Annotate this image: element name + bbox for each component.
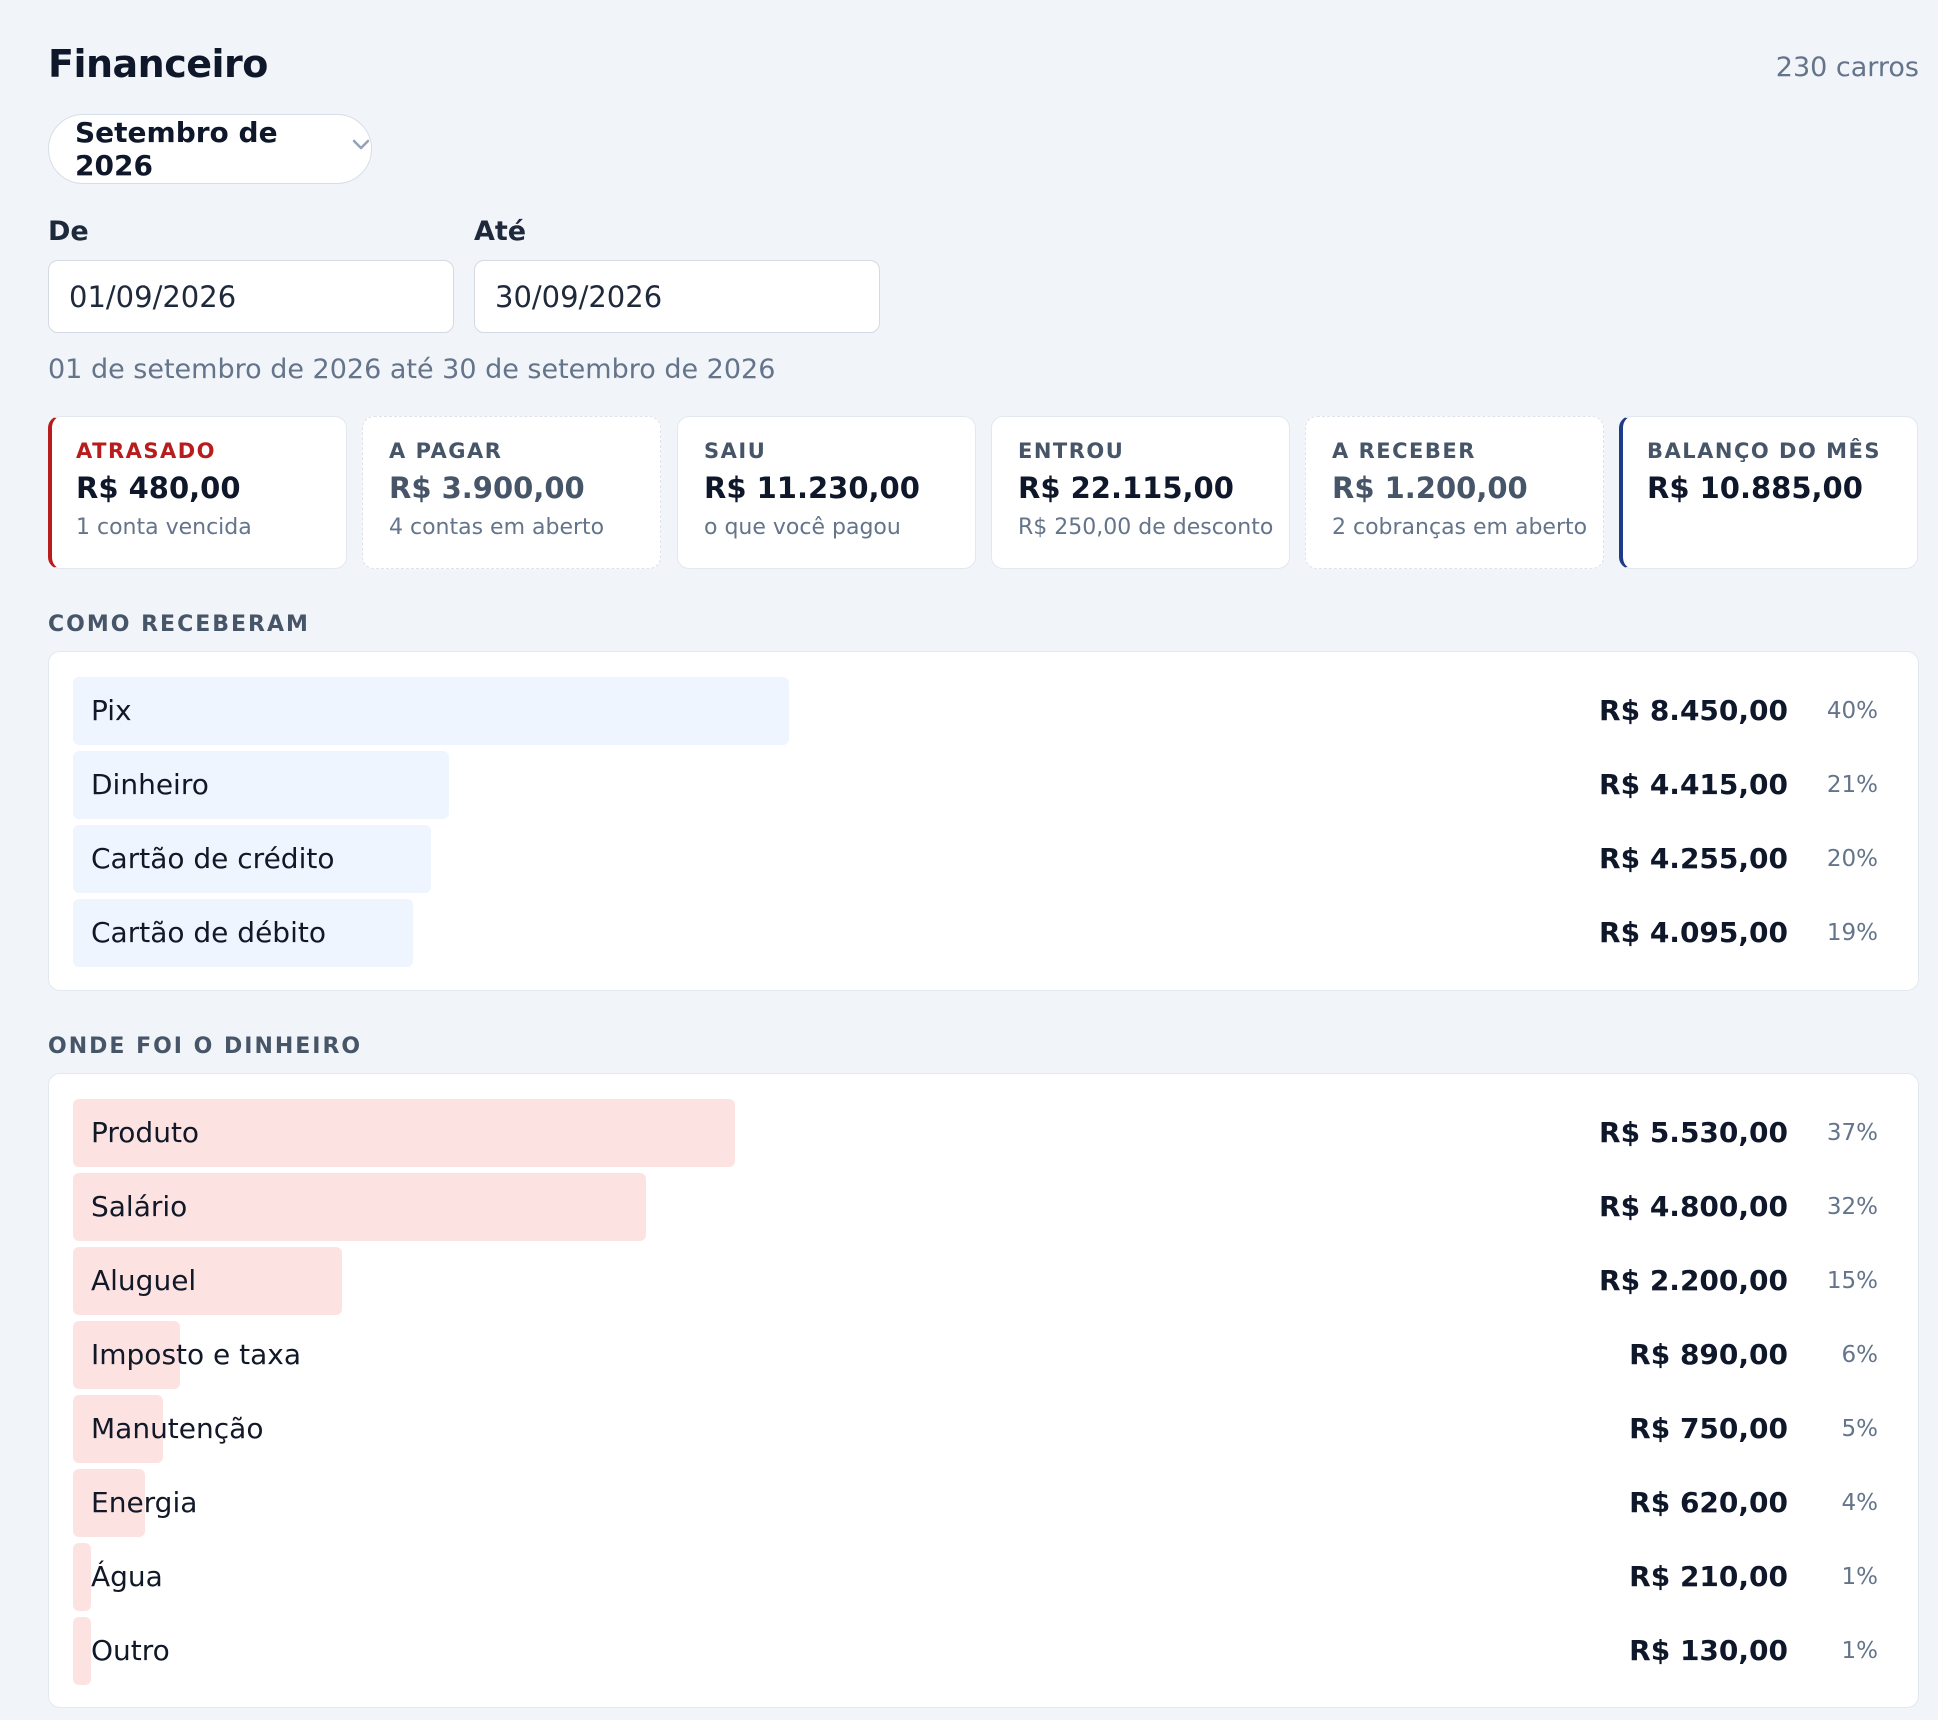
- card-subtitle: 2 cobranças em aberto: [1332, 515, 1588, 540]
- card-label: ATRASADO: [76, 439, 217, 463]
- card-subtitle: o que você pagou: [704, 515, 901, 540]
- card-label: A PAGAR: [389, 439, 503, 463]
- row-amount: R$ 4.415,00: [1599, 768, 1788, 801]
- card-value: R$ 22.115,00: [1018, 471, 1234, 505]
- row-label: Pix: [91, 694, 132, 727]
- card-label: SAIU: [704, 439, 767, 463]
- row-label: Outro: [91, 1634, 170, 1667]
- share-bar: [73, 1543, 91, 1611]
- breakdown-row[interactable]: Manutenção R$ 750,00 5%: [49, 1395, 1918, 1469]
- row-percent: 15%: [1826, 1268, 1878, 1294]
- card-value: R$ 3.900,00: [389, 471, 585, 505]
- share-bar: [73, 825, 431, 893]
- share-bar: [73, 1247, 342, 1315]
- share-bar: [73, 1395, 163, 1463]
- share-bar: [73, 1321, 180, 1389]
- income-breakdown-panel: Pix R$ 8.450,00 40% Dinheiro R$ 4.415,00 21% C…: [48, 651, 1919, 991]
- from-date-input[interactable]: [48, 260, 454, 333]
- row-amount: R$ 4.255,00: [1599, 842, 1788, 875]
- card-label: BALANÇO DO MÊS: [1647, 439, 1882, 463]
- breakdown-row[interactable]: Outro R$ 130,00 1%: [49, 1617, 1918, 1691]
- to-date-input[interactable]: [474, 260, 880, 333]
- card-value: R$ 11.230,00: [704, 471, 920, 505]
- row-label: Cartão de débito: [91, 916, 326, 949]
- row-percent: 21%: [1826, 772, 1878, 798]
- card-value: R$ 10.885,00: [1647, 471, 1863, 505]
- month-selector-label: Setembro de 2026: [75, 116, 278, 182]
- row-percent: 1%: [1841, 1638, 1879, 1664]
- breakdown-row[interactable]: Água R$ 210,00 1%: [49, 1543, 1918, 1617]
- row-label: Imposto e taxa: [91, 1338, 302, 1371]
- card-receivable[interactable]: A RECEBER R$ 1.200,00 2 cobranças em abe…: [1305, 416, 1604, 569]
- card-label: A RECEBER: [1332, 439, 1476, 463]
- row-percent: 4%: [1841, 1490, 1879, 1516]
- row-amount: R$ 620,00: [1629, 1486, 1788, 1519]
- row-percent: 37%: [1826, 1120, 1878, 1146]
- share-bar: [73, 751, 449, 819]
- breakdown-row[interactable]: Energia R$ 620,00 4%: [49, 1469, 1918, 1543]
- card-payable[interactable]: A PAGAR R$ 3.900,00 4 contas em aberto: [362, 416, 661, 569]
- to-label: Até: [474, 216, 527, 247]
- expenses-breakdown-panel: Produto R$ 5.530,00 37% Salário R$ 4.800,00 3…: [48, 1073, 1919, 1708]
- row-percent: 32%: [1826, 1194, 1878, 1220]
- share-bar: [73, 1617, 91, 1685]
- breakdown-row[interactable]: Pix R$ 8.450,00 40%: [49, 677, 1918, 751]
- breakdown-row[interactable]: Aluguel R$ 2.200,00 15%: [49, 1247, 1918, 1321]
- share-bar: [73, 899, 413, 967]
- breakdown-row[interactable]: Cartão de débito R$ 4.095,00 19%: [49, 899, 1918, 973]
- breakdown-row[interactable]: Salário R$ 4.800,00 32%: [49, 1173, 1918, 1247]
- card-subtitle: R$ 250,00 de desconto: [1018, 515, 1274, 540]
- page-title: Financeiro: [48, 42, 268, 86]
- card-month-balance[interactable]: BALANÇO DO MÊS R$ 10.885,00: [1619, 416, 1918, 569]
- card-overdue[interactable]: ATRASADO R$ 480,00 1 conta vencida: [48, 416, 347, 569]
- row-amount: R$ 8.450,00: [1599, 694, 1788, 727]
- row-amount: R$ 210,00: [1629, 1560, 1788, 1593]
- chevron-down-icon: [351, 126, 371, 159]
- share-bar: [73, 677, 789, 745]
- share-bar: [73, 1099, 735, 1167]
- from-label: De: [48, 216, 89, 247]
- row-percent: 40%: [1826, 698, 1878, 724]
- row-amount: R$ 4.095,00: [1599, 916, 1788, 949]
- row-label: Energia: [91, 1486, 198, 1519]
- breakdown-row[interactable]: Imposto e taxa R$ 890,00 6%: [49, 1321, 1918, 1395]
- row-percent: 1%: [1841, 1564, 1879, 1590]
- row-label: Salário: [91, 1190, 188, 1223]
- breakdown-row[interactable]: Dinheiro R$ 4.415,00 21%: [49, 751, 1918, 825]
- card-subtitle: 1 conta vencida: [76, 515, 252, 540]
- row-amount: R$ 5.530,00: [1599, 1116, 1788, 1149]
- breakdown-row[interactable]: Cartão de crédito R$ 4.255,00 20%: [49, 825, 1918, 899]
- row-amount: R$ 130,00: [1629, 1634, 1788, 1667]
- card-paid-out[interactable]: SAIU R$ 11.230,00 o que você pagou: [677, 416, 976, 569]
- card-value: R$ 1.200,00: [1332, 471, 1528, 505]
- date-range-text: 01 de setembro de 2026 até 30 de setembr…: [48, 354, 776, 385]
- card-label: ENTROU: [1018, 439, 1125, 463]
- car-count: 230 carros: [1775, 52, 1919, 83]
- row-label: Cartão de crédito: [91, 842, 335, 875]
- card-received[interactable]: ENTROU R$ 22.115,00 R$ 250,00 de descont…: [991, 416, 1290, 569]
- row-percent: 6%: [1841, 1342, 1879, 1368]
- expenses-section-title: ONDE FOI O DINHEIRO: [48, 1034, 363, 1059]
- row-amount: R$ 750,00: [1629, 1412, 1788, 1445]
- row-label: Produto: [91, 1116, 200, 1149]
- share-bar: [73, 1173, 646, 1241]
- row-percent: 5%: [1841, 1416, 1879, 1442]
- row-amount: R$ 4.800,00: [1599, 1190, 1788, 1223]
- row-amount: R$ 890,00: [1629, 1338, 1788, 1371]
- month-selector[interactable]: Setembro de 2026: [48, 114, 372, 184]
- income-section-title: COMO RECEBERAM: [48, 612, 310, 637]
- row-label: Dinheiro: [91, 768, 209, 801]
- share-bar: [73, 1469, 145, 1537]
- card-value: R$ 480,00: [76, 471, 241, 505]
- card-subtitle: 4 contas em aberto: [389, 515, 605, 540]
- row-percent: 19%: [1826, 920, 1878, 946]
- row-amount: R$ 2.200,00: [1599, 1264, 1788, 1297]
- row-percent: 20%: [1826, 846, 1878, 872]
- row-label: Água: [91, 1560, 163, 1593]
- breakdown-row[interactable]: Produto R$ 5.530,00 37%: [49, 1099, 1918, 1173]
- row-label: Aluguel: [91, 1264, 197, 1297]
- row-label: Manutenção: [91, 1412, 264, 1445]
